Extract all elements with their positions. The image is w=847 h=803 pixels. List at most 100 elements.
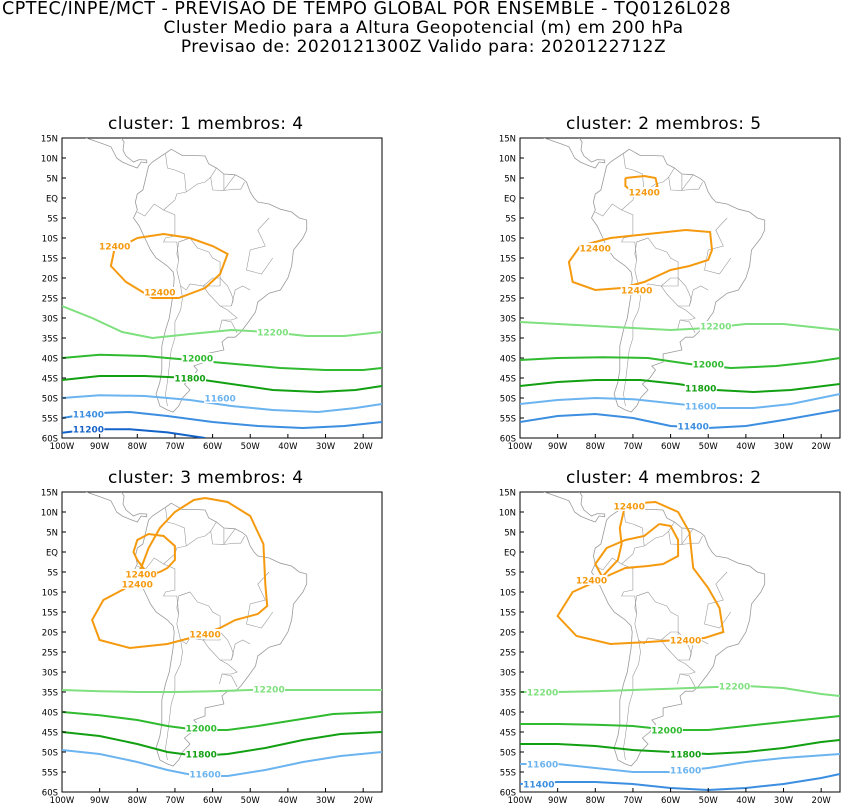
- lat-label: EQ: [46, 195, 58, 205]
- lon-label: 60W: [203, 796, 223, 803]
- contour-label: 11400: [523, 781, 554, 791]
- coastline-central-america: [85, 138, 148, 169]
- lon-label: 100W: [508, 796, 533, 803]
- lat-label: EQ: [504, 195, 516, 205]
- country-border: [223, 174, 236, 191]
- lat-label: 50S: [42, 749, 58, 759]
- country-border: [668, 531, 703, 545]
- lat-label: 5N: [46, 529, 58, 539]
- contour-label: 12200: [253, 686, 284, 696]
- country-border: [634, 591, 679, 645]
- contour-label-bg: [253, 684, 286, 695]
- lat-label: 40S: [42, 709, 58, 719]
- lat-label: 55S: [42, 415, 58, 425]
- lat-label: 10S: [500, 589, 516, 599]
- lon-label: 100W: [50, 796, 75, 803]
- contour-label: 12400: [614, 503, 645, 513]
- lon-label: 70W: [165, 796, 185, 803]
- contour-label-bg: [579, 243, 612, 253]
- contour-label: 11800: [685, 385, 716, 395]
- country-border: [210, 177, 245, 191]
- country-border: [202, 631, 234, 661]
- country-border: [704, 217, 732, 275]
- contour-label: 11600: [685, 403, 716, 413]
- contour-12400: [594, 523, 680, 580]
- contour-label-bg: [684, 401, 717, 411]
- country-border: [246, 217, 274, 275]
- lon-label: 20W: [812, 796, 832, 803]
- map-panel-cluster-4: 12400 12400 12400 12200 12200 12000 11800 11600…: [499, 489, 841, 803]
- contour-12200: [62, 305, 382, 340]
- lon-label: 20W: [354, 442, 374, 452]
- lat-label: 30S: [500, 315, 516, 325]
- lat-label: 25S: [500, 295, 516, 305]
- contour-label-bg: [185, 749, 218, 759]
- contour-12400: [132, 532, 176, 576]
- contour-label-bg: [526, 759, 559, 769]
- contour-12200: [62, 689, 382, 693]
- lat-label: 20S: [42, 275, 58, 285]
- lon-label: 40W: [278, 442, 298, 452]
- lat-label: 15N: [41, 489, 58, 499]
- lat-label: 25S: [42, 649, 58, 659]
- contour-label-bg: [189, 769, 222, 779]
- coastline-south-america: [133, 148, 308, 413]
- contour-label: 12400: [122, 581, 153, 591]
- lat-label: 30S: [42, 315, 58, 325]
- country-border: [681, 174, 694, 191]
- contour-label: 12400: [580, 245, 611, 255]
- contour-label: 11600: [527, 761, 558, 771]
- country-border: [677, 659, 696, 685]
- contour-label-bg: [526, 687, 559, 697]
- lat-label: 60S: [42, 789, 58, 799]
- contour-11400: [520, 773, 840, 792]
- contour-label: 12400: [144, 289, 175, 299]
- country-border: [163, 563, 179, 615]
- lat-label: 15N: [41, 135, 58, 145]
- contour-label-bg: [692, 359, 725, 369]
- lat-label: 10N: [41, 509, 58, 519]
- contour-11800: [62, 375, 382, 394]
- lon-label: 60W: [661, 442, 681, 452]
- contour-12400: [90, 497, 269, 650]
- lat-label: 5N: [46, 175, 58, 185]
- lon-label: 50W: [241, 442, 261, 452]
- contour-label-bg: [98, 241, 131, 251]
- lon-label: 70W: [623, 442, 643, 452]
- country-border: [231, 285, 251, 307]
- figure-header: CPTEC/INPE/MCT - PREVISAO DE TEMPO GLOBA…: [0, 0, 847, 57]
- map-content: 12400 12400 12400 12200 12200 12000 11800 11600…: [520, 492, 840, 792]
- lat-label: 45S: [42, 375, 58, 385]
- country-border: [210, 531, 245, 545]
- lat-label: 45S: [500, 375, 516, 385]
- lat-label: EQ: [46, 549, 58, 559]
- contour-label-bg: [575, 575, 608, 585]
- contour-label-bg: [677, 421, 710, 431]
- contour-label-bg: [121, 579, 154, 589]
- contour-label: 11400: [73, 411, 104, 421]
- lat-label: 20S: [500, 275, 516, 285]
- lon-label: 90W: [90, 796, 110, 803]
- lon-label: 30W: [316, 796, 336, 803]
- lon-label: 50W: [699, 796, 719, 803]
- lat-label: 50S: [42, 395, 58, 405]
- country-border: [679, 673, 696, 687]
- lat-label: 10N: [41, 155, 58, 165]
- lat-label: 35S: [500, 689, 516, 699]
- lat-label: 35S: [500, 335, 516, 345]
- contour-label: 12400: [99, 243, 130, 253]
- lat-label: 45S: [42, 729, 58, 739]
- lat-label: 50S: [500, 395, 516, 405]
- lat-label: 40S: [500, 355, 516, 365]
- country-border: [178, 591, 191, 597]
- lat-label: 55S: [500, 769, 516, 779]
- contour-label-bg: [143, 287, 176, 297]
- contour-12400: [556, 500, 725, 646]
- country-border: [621, 209, 637, 261]
- coastline-south-america: [591, 148, 766, 413]
- country-border: [231, 639, 251, 661]
- lon-label: 40W: [736, 796, 756, 803]
- lat-label: 15S: [42, 609, 58, 619]
- contour-label: 12000: [651, 727, 682, 737]
